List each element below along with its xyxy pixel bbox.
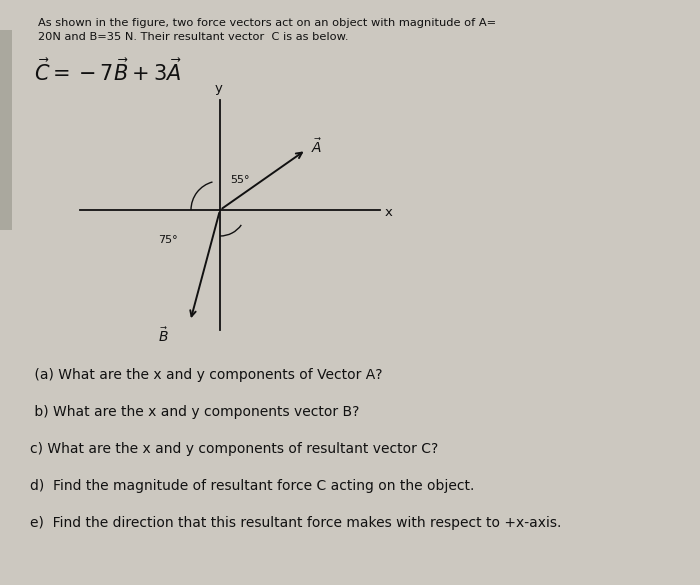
Text: e)  Find the direction that this resultant force makes with respect to +x-axis.: e) Find the direction that this resultan… bbox=[30, 516, 561, 530]
Text: As shown in the figure, two force vectors act on an object with magnitude of A=: As shown in the figure, two force vector… bbox=[38, 18, 496, 28]
Text: 75°: 75° bbox=[158, 235, 178, 245]
Text: b) What are the x and y components vector B?: b) What are the x and y components vecto… bbox=[30, 405, 359, 419]
Text: d)  Find the magnitude of resultant force C acting on the object.: d) Find the magnitude of resultant force… bbox=[30, 479, 475, 493]
FancyBboxPatch shape bbox=[0, 30, 12, 230]
Text: 20N and B=35 N. Their resultant vector  C is as below.: 20N and B=35 N. Their resultant vector C… bbox=[38, 32, 349, 42]
Text: $\vec{C} = -7\vec{B} + 3\vec{A}$: $\vec{C} = -7\vec{B} + 3\vec{A}$ bbox=[34, 58, 182, 85]
Text: (a) What are the x and y components of Vector A?: (a) What are the x and y components of V… bbox=[30, 368, 382, 382]
Text: c) What are the x and y components of resultant vector C?: c) What are the x and y components of re… bbox=[30, 442, 438, 456]
Text: $\vec{A}$: $\vec{A}$ bbox=[311, 137, 322, 156]
Text: 55°: 55° bbox=[230, 175, 249, 185]
Text: $\vec{B}$: $\vec{B}$ bbox=[158, 326, 168, 345]
Text: x: x bbox=[385, 205, 393, 219]
Text: y: y bbox=[215, 82, 223, 95]
